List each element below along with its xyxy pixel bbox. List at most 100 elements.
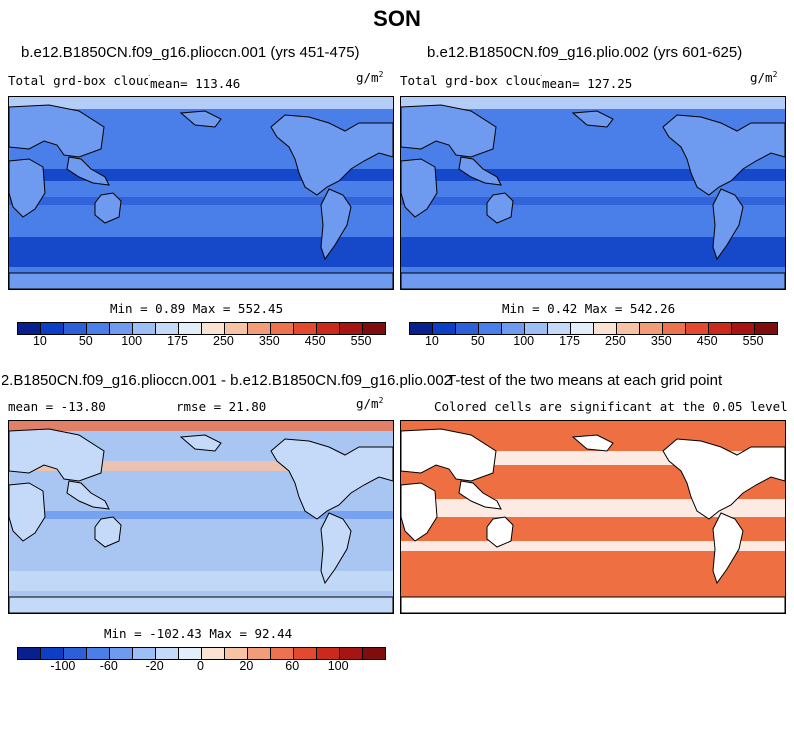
colorbar-tick-label: 10 bbox=[424, 334, 439, 348]
continent-outline bbox=[9, 482, 46, 542]
continent-outline bbox=[486, 192, 514, 224]
continent-outline bbox=[179, 434, 222, 452]
colorbar-swatch bbox=[87, 648, 110, 659]
colorbar-swatch bbox=[156, 323, 179, 334]
continent-outline bbox=[9, 158, 46, 218]
colorbar-tick-label: 100 bbox=[121, 334, 143, 348]
continent-outline bbox=[662, 114, 785, 196]
colorbar-tick-label: 100 bbox=[513, 334, 535, 348]
continent-outline bbox=[94, 192, 122, 224]
colorbar-swatch bbox=[271, 323, 294, 334]
continent-outline bbox=[401, 272, 785, 289]
colorbar-swatch bbox=[363, 323, 385, 334]
panel4-map bbox=[400, 420, 786, 614]
continent-outline bbox=[9, 596, 393, 613]
continent-outline bbox=[320, 188, 352, 261]
colorbar-swatch bbox=[41, 648, 64, 659]
continent-outline bbox=[486, 516, 514, 548]
panel2-variable-label: Total grd-box cloud LWP bbox=[400, 73, 574, 88]
colorbar-swatch bbox=[548, 323, 571, 334]
colorbar-tick-label: 350 bbox=[650, 334, 672, 348]
colorbar-tick-label: 20 bbox=[239, 659, 254, 673]
colorbar-swatch bbox=[456, 323, 479, 334]
continent-outline bbox=[66, 156, 110, 186]
panel2-case-title: b.e12.B1850CN.f09_g16.plio.002 (yrs 601-… bbox=[427, 44, 743, 61]
colorbar-swatch bbox=[225, 648, 248, 659]
colorbar-tick-label: 250 bbox=[213, 334, 234, 348]
colorbar-tick-label: 550 bbox=[350, 334, 372, 348]
colorbar-swatch bbox=[571, 323, 594, 334]
figure-title: SON bbox=[373, 6, 421, 31]
colorbar-tick-label: 250 bbox=[605, 334, 626, 348]
colorbar-tick-label: 175 bbox=[167, 334, 188, 348]
colorbar-swatch bbox=[525, 323, 548, 334]
colorbar-swatch bbox=[110, 323, 133, 334]
colorbar-swatch bbox=[202, 648, 225, 659]
colorbar-swatch bbox=[594, 323, 617, 334]
map-field-band bbox=[401, 197, 785, 205]
colorbar-swatch bbox=[110, 648, 133, 659]
continent-outline bbox=[662, 438, 785, 520]
panel3-rmse: rmse = 21.80 bbox=[176, 399, 267, 414]
colorbar-swatch bbox=[640, 323, 663, 334]
panel3-mean: mean = -13.80 bbox=[8, 399, 106, 414]
continent-outline bbox=[458, 156, 502, 186]
map-field-band bbox=[9, 461, 393, 471]
colorbar-swatch bbox=[133, 323, 156, 334]
continent-outline bbox=[401, 104, 497, 158]
panel2-colorbar bbox=[409, 322, 778, 335]
colorbar-swatch bbox=[41, 323, 64, 334]
colorbar-tick-label: 10 bbox=[32, 334, 47, 348]
continent-outline bbox=[9, 428, 105, 482]
colorbar-swatch bbox=[179, 323, 202, 334]
continent-outline bbox=[9, 272, 393, 289]
continent-outline bbox=[401, 482, 438, 542]
panel2-minmax: Min = 0.42 Max = 542.26 bbox=[502, 301, 676, 316]
map-field-band bbox=[9, 197, 393, 205]
colorbar-swatch bbox=[248, 648, 271, 659]
colorbar-tick-label: -100 bbox=[50, 659, 76, 673]
colorbar-swatch bbox=[686, 323, 709, 334]
map-field-band bbox=[401, 541, 785, 551]
continent-outline bbox=[401, 158, 438, 218]
panel3-colorbar bbox=[17, 647, 386, 660]
continent-outline bbox=[712, 188, 744, 261]
colorbar-tick-label: 550 bbox=[742, 334, 764, 348]
colorbar-swatch bbox=[179, 648, 202, 659]
colorbar-swatch bbox=[271, 648, 294, 659]
colorbar-swatch bbox=[663, 323, 686, 334]
colorbar-tick-label: 0 bbox=[197, 659, 204, 673]
colorbar-swatch bbox=[317, 323, 340, 334]
panel4-subtitle: Colored cells are significant at the 0.0… bbox=[434, 399, 788, 414]
colorbar-swatch bbox=[64, 323, 87, 334]
colorbar-swatch bbox=[410, 323, 433, 334]
panel4-title: T-test of the two means at each grid poi… bbox=[447, 372, 723, 389]
colorbar-swatch bbox=[732, 323, 755, 334]
continent-outline bbox=[270, 114, 393, 196]
continent-outline bbox=[179, 110, 222, 128]
continent-outline bbox=[712, 512, 744, 585]
map-field-band bbox=[401, 97, 785, 109]
colorbar-swatch bbox=[133, 648, 156, 659]
map-canvas-1 bbox=[9, 97, 393, 289]
colorbar-swatch bbox=[225, 323, 248, 334]
colorbar-tick-label: 50 bbox=[470, 334, 485, 348]
continent-outline bbox=[571, 110, 614, 128]
panel2-units: g/m2 bbox=[750, 70, 778, 86]
map-field-band bbox=[9, 511, 393, 519]
panel2-colorbar-labels: 10 50 100 175 250 350 450 550 bbox=[409, 334, 776, 350]
continent-outline bbox=[320, 512, 352, 585]
continent-outline bbox=[270, 438, 393, 520]
colorbar-tick-label: -20 bbox=[145, 659, 164, 673]
continent-outline bbox=[401, 596, 785, 613]
panel1-colorbar bbox=[17, 322, 386, 335]
colorbar-swatch bbox=[248, 323, 271, 334]
panel1-units: g/m2 bbox=[356, 70, 384, 86]
continent-outline bbox=[401, 428, 497, 482]
map-field-band bbox=[9, 571, 393, 591]
panel3-units: g/m2 bbox=[356, 396, 384, 412]
colorbar-tick-label: 350 bbox=[258, 334, 280, 348]
colorbar-swatch bbox=[340, 648, 363, 659]
panel1-minmax: Min = 0.89 Max = 552.45 bbox=[110, 301, 284, 316]
map-canvas-2 bbox=[401, 97, 785, 289]
